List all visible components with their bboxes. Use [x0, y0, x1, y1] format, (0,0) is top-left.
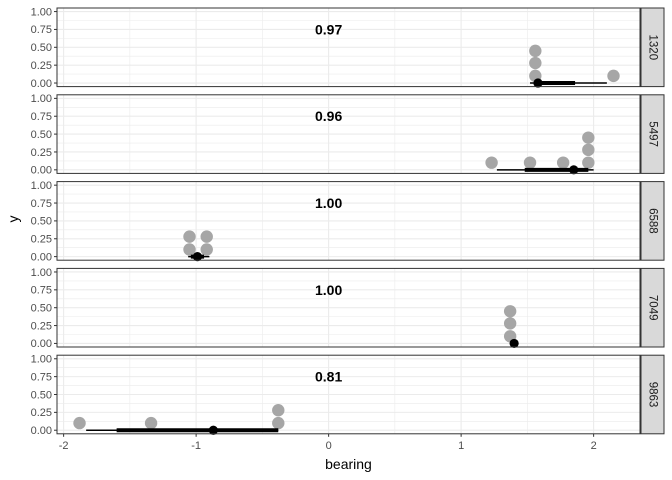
- y-tick-label: 0.75: [31, 111, 52, 123]
- data-point: [183, 230, 196, 243]
- panel-5497: 0.00 0.25 0.50 0.75 1.00 0.96 5497: [31, 93, 665, 177]
- y-tick-label: 0.50: [31, 129, 52, 141]
- y-tick-label: 0.25: [31, 407, 52, 419]
- interval-point: [533, 78, 543, 88]
- data-point: [144, 416, 158, 430]
- y-tick-label: 0.00: [31, 78, 52, 90]
- y-tick-label: 0.25: [31, 234, 52, 246]
- y-tick-label: 0.75: [31, 371, 52, 383]
- interval-point: [509, 338, 519, 349]
- panel-value-label: 1.00: [315, 282, 342, 298]
- y-tick-label: 0.75: [31, 198, 52, 210]
- facet-strip-label: 1320: [647, 35, 659, 61]
- y-tick-label: 0.25: [31, 320, 52, 332]
- panel-border: [56, 7, 641, 88]
- x-tick-label: 1: [458, 440, 464, 452]
- data-point: [200, 243, 213, 256]
- data-point: [523, 156, 537, 169]
- x-axis-title: bearing: [325, 456, 372, 472]
- interval-point: [192, 252, 203, 262]
- y-tick-label: 0.00: [31, 338, 52, 350]
- panel-border: [56, 181, 641, 261]
- data-point: [73, 416, 86, 430]
- y-tick-label: 1.00: [31, 354, 52, 366]
- x-axis: -2 -1 0 1 2: [59, 433, 597, 452]
- data-point: [582, 143, 595, 157]
- panels: 0.00 0.25 0.50 0.75 1.00 0.97 1320 0.00 0.25 0.50…: [31, 6, 665, 437]
- y-tick-label: 0.50: [31, 303, 52, 315]
- facet-strip-label: 7049: [647, 295, 659, 321]
- facet-strip: [640, 181, 665, 261]
- y-tick-label: 0.50: [31, 216, 52, 228]
- interval-point: [569, 165, 579, 175]
- panel-border: [56, 354, 641, 435]
- panel-9863: 0.00 0.25 0.50 0.75 1.00 0.81 9863: [31, 354, 665, 437]
- interval-point: [208, 425, 218, 435]
- data-point: [503, 305, 517, 318]
- y-tick-label: 0.00: [31, 425, 52, 437]
- facet-strip-label: 9863: [647, 382, 659, 408]
- y-axis-title: y: [5, 216, 21, 223]
- x-tick-label: -2: [59, 440, 69, 452]
- facet-strip: [640, 94, 665, 174]
- facet-strip-label: 6588: [647, 208, 659, 234]
- panel-value-label: 0.97: [315, 21, 342, 37]
- data-point: [272, 404, 285, 417]
- data-point: [529, 56, 542, 70]
- data-point: [272, 416, 285, 430]
- facet-strip: [640, 354, 665, 435]
- y-tick-label: 0.50: [31, 42, 52, 54]
- y-tick-label: 1.00: [31, 6, 52, 18]
- y-tick-label: 1.00: [31, 267, 52, 279]
- y-tick-label: 0.00: [31, 251, 52, 263]
- x-tick-label: -1: [191, 440, 201, 452]
- y-tick-label: 0.25: [31, 60, 52, 72]
- panel-value-label: 0.96: [315, 108, 342, 124]
- y-tick-label: 0.00: [31, 165, 52, 177]
- facet-strip-label: 5497: [647, 121, 659, 147]
- panel-7049: 0.00 0.25 0.50 0.75 1.00 1.00 7049: [31, 267, 665, 350]
- x-tick-label: 2: [591, 440, 597, 452]
- panel-border: [56, 94, 641, 174]
- panel-6588: 0.00 0.25 0.50 0.75 1.00 1.00 6588: [31, 180, 665, 263]
- facet-strip: [640, 267, 665, 348]
- data-point: [200, 230, 213, 243]
- data-point: [183, 243, 196, 256]
- data-point: [503, 317, 517, 330]
- x-tick-label: 0: [326, 440, 332, 452]
- data-point: [582, 156, 595, 169]
- y-tick-label: 0.25: [31, 147, 52, 159]
- y-tick-label: 1.00: [31, 93, 52, 105]
- y-tick-label: 0.75: [31, 24, 52, 36]
- data-point: [485, 156, 498, 169]
- y-tick-label: 1.00: [31, 180, 52, 192]
- data-point: [607, 69, 620, 83]
- facet-strip: [640, 7, 665, 88]
- panel-value-label: 0.81: [315, 369, 342, 385]
- panel-value-label: 1.00: [315, 195, 342, 211]
- data-point: [556, 156, 570, 169]
- data-point: [529, 44, 542, 58]
- panel-1320: 0.00 0.25 0.50 0.75 1.00 0.97 1320: [31, 6, 665, 90]
- data-point: [582, 131, 595, 144]
- panel-border: [56, 267, 641, 348]
- y-tick-label: 0.50: [31, 389, 52, 401]
- y-tick-label: 0.75: [31, 285, 52, 297]
